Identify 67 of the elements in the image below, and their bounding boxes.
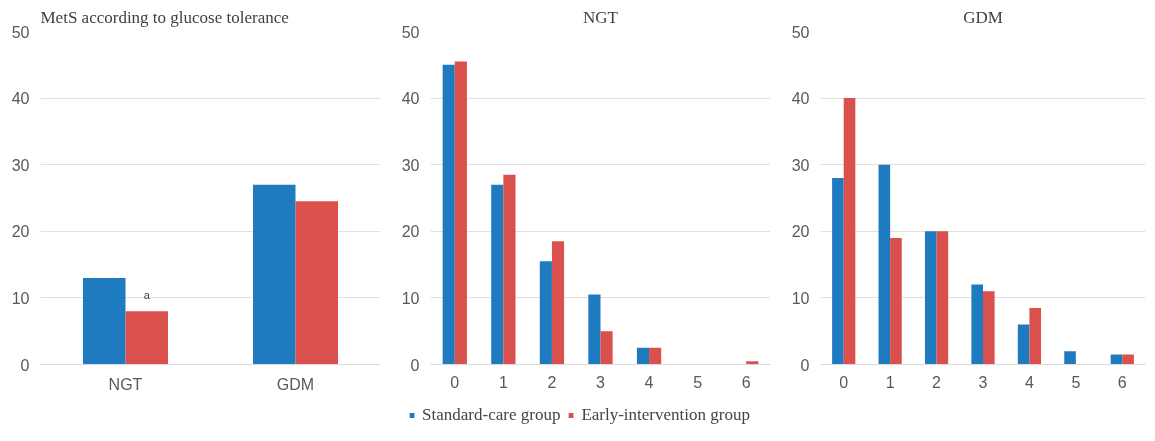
x-tick-label: 5: [693, 373, 703, 391]
y-tick-label: 10: [11, 289, 30, 307]
y-tick-label: 50: [11, 23, 30, 41]
annotation: a: [143, 289, 151, 302]
x-tick-label: 6: [741, 373, 751, 391]
x-tick-label: 2: [547, 373, 557, 391]
bar: [1029, 307, 1042, 365]
x-tick-label: 1: [498, 373, 508, 391]
y-tick-label: 40: [791, 90, 810, 108]
bar: [1064, 351, 1076, 365]
bar: [924, 231, 937, 365]
y-tick-label: 10: [401, 289, 420, 307]
legend-label: Standard-care group: [422, 405, 561, 425]
bar: [649, 347, 662, 365]
bar: [454, 61, 467, 365]
y-tick-label: 40: [11, 90, 30, 108]
x-tick-label: 0: [450, 373, 460, 391]
bar: [983, 291, 995, 365]
bar: [746, 361, 759, 365]
y-tick-label: 20: [791, 223, 810, 241]
chart-title: MetS according to glucose tolerance: [40, 7, 289, 27]
x-tick-label: NGT: [108, 375, 143, 393]
x-tick-label: 3: [978, 373, 988, 391]
bar: [936, 231, 949, 365]
bar: [295, 201, 338, 365]
x-tick-label: 1: [885, 373, 895, 391]
bar: [843, 98, 856, 365]
bar: [832, 178, 844, 365]
chart-title: NGT: [583, 7, 619, 27]
bar: [636, 347, 650, 365]
x-tick-label: 4: [1024, 373, 1034, 391]
y-tick-label: 0: [800, 356, 810, 374]
bar: [1017, 324, 1030, 365]
bar: [442, 64, 455, 365]
y-tick-label: 30: [401, 156, 420, 174]
y-tick-label: 40: [401, 90, 420, 108]
x-tick-label: 6: [1117, 373, 1127, 391]
bar: [83, 277, 126, 365]
y-tick-label: 30: [791, 156, 810, 174]
chart-title: GDM: [963, 7, 1003, 27]
bar: [503, 174, 516, 365]
y-tick-label: 20: [11, 223, 30, 241]
bar: [878, 164, 891, 365]
x-tick-label: 4: [644, 373, 654, 391]
x-tick-label: 2: [932, 373, 942, 391]
y-tick-label: 0: [20, 356, 30, 374]
bar: [253, 184, 296, 365]
bar: [1122, 354, 1134, 365]
bar: [539, 261, 552, 365]
x-tick-label: 5: [1071, 373, 1081, 391]
y-tick-label: 20: [401, 223, 420, 241]
x-tick-label: 0: [839, 373, 849, 391]
bar: [491, 184, 504, 365]
bar: [588, 294, 601, 365]
y-tick-label: 50: [791, 23, 810, 41]
y-tick-label: 0: [410, 356, 420, 374]
bar: [890, 237, 902, 365]
bar: [125, 311, 168, 365]
bar: [971, 284, 983, 365]
x-tick-label: GDM: [276, 375, 315, 393]
y-tick-label: 10: [791, 289, 810, 307]
x-tick-label: 3: [596, 373, 606, 391]
y-tick-label: 50: [401, 23, 420, 41]
legend-label: Early-intervention group: [581, 405, 750, 425]
bar: [600, 331, 613, 365]
bar: [551, 241, 565, 365]
y-tick-label: 30: [11, 156, 30, 174]
